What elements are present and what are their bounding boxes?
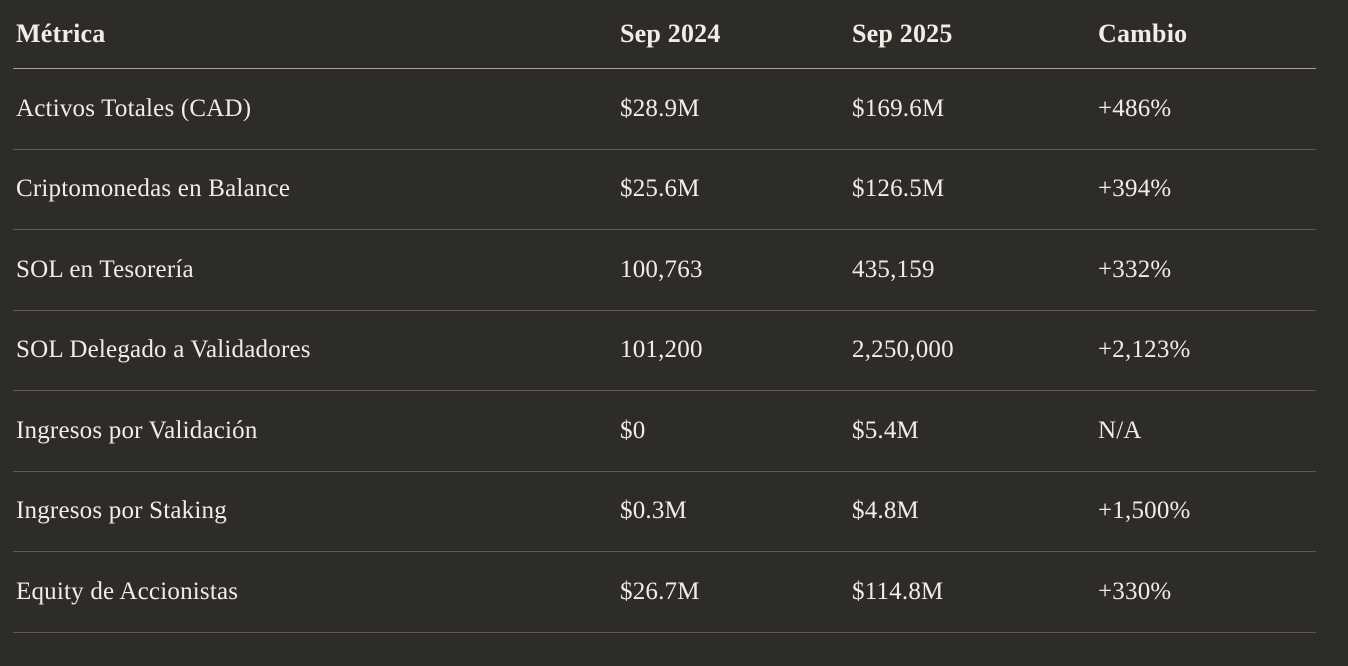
metric-cell: Criptomonedas en Balance xyxy=(16,175,291,203)
cambio-cell: N/A xyxy=(1098,416,1142,444)
cambio-cell: +332% xyxy=(1098,255,1172,283)
cambio-cell: +1,500% xyxy=(1098,497,1191,525)
metric-cell: Activos Totales (CAD) xyxy=(16,94,252,122)
table-row: Ingresos por Staking $0.3M $4.8M +1,500% xyxy=(13,472,1316,552)
sep-2025-cell: $4.8M xyxy=(852,497,919,525)
cambio-cell: +486% xyxy=(1098,94,1172,122)
sep-2025-cell: $5.4M xyxy=(852,416,919,444)
sep-2025-cell: 435,159 xyxy=(852,255,935,283)
sep-2024-cell: $25.6M xyxy=(620,175,700,203)
sep-2024-cell: 101,200 xyxy=(620,336,703,364)
cambio-cell: +2,123% xyxy=(1098,336,1191,364)
sep-2025-cell: $114.8M xyxy=(852,577,944,605)
sep-2025-cell: $169.6M xyxy=(852,94,945,122)
column-header-sep-2024: Sep 2024 xyxy=(620,19,721,48)
sep-2024-cell: $28.9M xyxy=(620,94,700,122)
table-row: SOL en Tesorería 100,763 435,159 +332% xyxy=(13,230,1316,311)
metrics-comparison-table: Métrica Sep 2024 Sep 2025 Cambio Activos… xyxy=(13,0,1316,633)
column-header-sep-2025: Sep 2025 xyxy=(852,19,953,48)
sep-2024-cell: $26.7M xyxy=(620,577,700,605)
metric-cell: SOL Delegado a Validadores xyxy=(16,336,311,364)
table-row: Equity de Accionistas $26.7M $114.8M +33… xyxy=(13,552,1316,633)
table-row: Ingresos por Validación $0 $5.4M N/A xyxy=(13,391,1316,472)
sep-2024-cell: 100,763 xyxy=(620,255,703,283)
sep-2024-cell: $0.3M xyxy=(620,497,687,525)
metric-cell: Ingresos por Staking xyxy=(16,497,227,525)
column-header-metrica: Métrica xyxy=(16,19,106,48)
sep-2025-cell: $126.5M xyxy=(852,175,945,203)
cambio-cell: +394% xyxy=(1098,175,1172,203)
sep-2024-cell: $0 xyxy=(620,416,646,444)
metric-cell: Ingresos por Validación xyxy=(16,416,258,444)
cambio-cell: +330% xyxy=(1098,577,1172,605)
sep-2025-cell: 2,250,000 xyxy=(852,336,954,364)
metric-cell: Equity de Accionistas xyxy=(16,577,239,605)
table-row: SOL Delegado a Validadores 101,200 2,250… xyxy=(13,311,1316,391)
table-row: Criptomonedas en Balance $25.6M $126.5M … xyxy=(13,150,1316,230)
column-header-cambio: Cambio xyxy=(1098,19,1188,48)
table-row: Activos Totales (CAD) $28.9M $169.6M +48… xyxy=(13,69,1316,150)
metric-cell: SOL en Tesorería xyxy=(16,255,194,283)
table-header-row: Métrica Sep 2024 Sep 2025 Cambio xyxy=(13,0,1316,69)
